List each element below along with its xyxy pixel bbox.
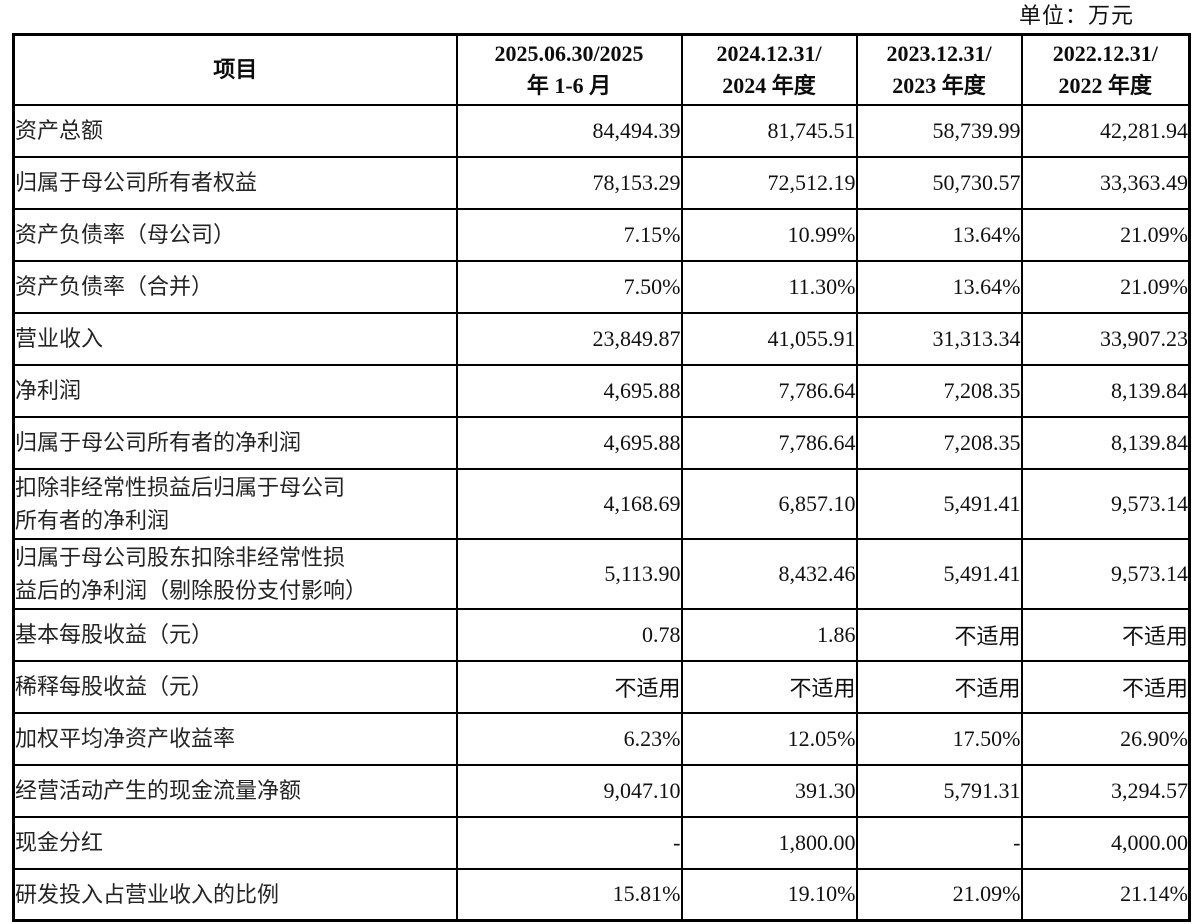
- cell-value: -: [455, 815, 683, 870]
- unit-label: 单位：万元: [1018, 3, 1134, 28]
- table-row: 经营活动产生的现金流量净额 9,047.10 391.30 5,791.31 3…: [12, 763, 1191, 818]
- cell-value: 10.99%: [680, 207, 858, 262]
- cell-value: 1,800.00: [680, 815, 858, 870]
- row-label: 基本每股收益（元）: [12, 607, 458, 662]
- cell-value: 5,491.41: [855, 467, 1023, 540]
- table-row: 加权平均净资产收益率 6.23% 12.05% 17.50% 26.90%: [12, 711, 1191, 766]
- cell-value: 72,512.19: [680, 155, 858, 210]
- table-row: 扣除非经常性损益后归属于母公司 所有者的净利润 4,168.69 6,857.1…: [12, 467, 1191, 540]
- cell-value: 6.23%: [455, 711, 683, 766]
- cell-value: 13.64%: [855, 207, 1023, 262]
- table-row: 资产总额 84,494.39 81,745.51 58,739.99 42,28…: [12, 103, 1191, 158]
- cell-value: 23,849.87: [455, 311, 683, 366]
- column-header-2025: 2025.06.30/2025 年 1-6 月: [455, 33, 683, 106]
- cell-value: 1.86: [680, 607, 858, 662]
- row-label: 归属于母公司所有者的净利润: [12, 415, 458, 470]
- row-label: 归属于母公司股东扣除非经常性损 益后的净利润（剔除股份支付影响）: [12, 537, 458, 610]
- cell-value: 7.15%: [455, 207, 683, 262]
- cell-value: 7,208.35: [855, 363, 1023, 418]
- cell-value: 9,047.10: [455, 763, 683, 818]
- cell-value: 8,432.46: [680, 537, 858, 610]
- cell-value: 17.50%: [855, 711, 1023, 766]
- cell-value: 81,745.51: [680, 103, 858, 158]
- financial-summary-table: 项目 2025.06.30/2025 年 1-6 月 2024.12.31/ 2…: [12, 33, 1191, 922]
- cell-value: 19.10%: [680, 867, 858, 922]
- table-row: 现金分红 - 1,800.00 - 4,000.00: [12, 815, 1191, 870]
- cell-value: 31,313.34: [855, 311, 1023, 366]
- cell-value: 5,113.90: [455, 537, 683, 610]
- cell-value: 391.30: [680, 763, 858, 818]
- row-label: 研发投入占营业收入的比例: [12, 867, 458, 922]
- cell-value: 7,208.35: [855, 415, 1023, 470]
- column-header-item: 项目: [12, 33, 458, 106]
- cell-value: 不适用: [455, 659, 683, 714]
- cell-value: 26.90%: [1020, 711, 1191, 766]
- table-row: 营业收入 23,849.87 41,055.91 31,313.34 33,90…: [12, 311, 1191, 366]
- cell-value: 12.05%: [680, 711, 858, 766]
- cell-value: 50,730.57: [855, 155, 1023, 210]
- cell-value: 不适用: [855, 607, 1023, 662]
- cell-value: 7,786.64: [680, 363, 858, 418]
- row-label: 营业收入: [12, 311, 458, 366]
- cell-value: 4,695.88: [455, 415, 683, 470]
- column-header-2024: 2024.12.31/ 2024 年度: [680, 33, 858, 106]
- table-row: 归属于母公司股东扣除非经常性损 益后的净利润（剔除股份支付影响） 5,113.9…: [12, 537, 1191, 610]
- cell-value: 21.09%: [855, 867, 1023, 922]
- row-label: 归属于母公司所有者权益: [12, 155, 458, 210]
- table-header-row: 项目 2025.06.30/2025 年 1-6 月 2024.12.31/ 2…: [12, 33, 1191, 106]
- cell-value: 8,139.84: [1020, 363, 1191, 418]
- cell-value: 6,857.10: [680, 467, 858, 540]
- cell-value: 33,907.23: [1020, 311, 1191, 366]
- row-label: 现金分红: [12, 815, 458, 870]
- cell-value: 42,281.94: [1020, 103, 1191, 158]
- cell-value: 58,739.99: [855, 103, 1023, 158]
- table-row: 归属于母公司所有者的净利润 4,695.88 7,786.64 7,208.35…: [12, 415, 1191, 470]
- cell-value: 33,363.49: [1020, 155, 1191, 210]
- cell-value: 7,786.64: [680, 415, 858, 470]
- row-label: 加权平均净资产收益率: [12, 711, 458, 766]
- table-row: 净利润 4,695.88 7,786.64 7,208.35 8,139.84: [12, 363, 1191, 418]
- row-label: 资产负债率（母公司）: [12, 207, 458, 262]
- cell-value: 不适用: [1020, 607, 1191, 662]
- cell-value: 21.09%: [1020, 207, 1191, 262]
- cell-value: 11.30%: [680, 259, 858, 314]
- cell-value: 不适用: [680, 659, 858, 714]
- cell-value: 5,791.31: [855, 763, 1023, 818]
- row-label: 资产总额: [12, 103, 458, 158]
- row-label: 资产负债率（合并）: [12, 259, 458, 314]
- row-label: 稀释每股收益（元）: [12, 659, 458, 714]
- table-row: 资产负债率（合并） 7.50% 11.30% 13.64% 21.09%: [12, 259, 1191, 314]
- cell-value: 78,153.29: [455, 155, 683, 210]
- cell-value: -: [855, 815, 1023, 870]
- cell-value: 0.78: [455, 607, 683, 662]
- cell-value: 13.64%: [855, 259, 1023, 314]
- cell-value: 不适用: [1020, 659, 1191, 714]
- column-header-2022: 2022.12.31/ 2022 年度: [1020, 33, 1191, 106]
- cell-value: 4,695.88: [455, 363, 683, 418]
- row-label: 扣除非经常性损益后归属于母公司 所有者的净利润: [12, 467, 458, 540]
- row-label: 经营活动产生的现金流量净额: [12, 763, 458, 818]
- row-label: 净利润: [12, 363, 458, 418]
- cell-value: 15.81%: [455, 867, 683, 922]
- cell-value: 5,491.41: [855, 537, 1023, 610]
- cell-value: 21.09%: [1020, 259, 1191, 314]
- cell-value: 4,000.00: [1020, 815, 1191, 870]
- cell-value: 8,139.84: [1020, 415, 1191, 470]
- cell-value: 7.50%: [455, 259, 683, 314]
- column-header-2023: 2023.12.31/ 2023 年度: [855, 33, 1023, 106]
- cell-value: 3,294.57: [1020, 763, 1191, 818]
- table-row: 归属于母公司所有者权益 78,153.29 72,512.19 50,730.5…: [12, 155, 1191, 210]
- cell-value: 不适用: [855, 659, 1023, 714]
- table-row: 资产负债率（母公司） 7.15% 10.99% 13.64% 21.09%: [12, 207, 1191, 262]
- cell-value: 4,168.69: [455, 467, 683, 540]
- table-row: 基本每股收益（元） 0.78 1.86 不适用 不适用: [12, 607, 1191, 662]
- table-row: 稀释每股收益（元） 不适用 不适用 不适用 不适用: [12, 659, 1191, 714]
- table-row: 研发投入占营业收入的比例 15.81% 19.10% 21.09% 21.14%: [12, 867, 1191, 922]
- cell-value: 84,494.39: [455, 103, 683, 158]
- cell-value: 9,573.14: [1020, 467, 1191, 540]
- cell-value: 41,055.91: [680, 311, 858, 366]
- cell-value: 21.14%: [1020, 867, 1191, 922]
- cell-value: 9,573.14: [1020, 537, 1191, 610]
